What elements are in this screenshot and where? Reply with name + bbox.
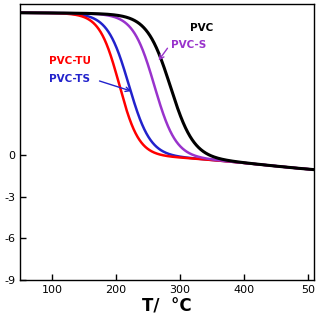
Text: PVC-TS: PVC-TS	[49, 75, 90, 84]
Text: PVC: PVC	[189, 23, 213, 33]
Text: PVC-TU: PVC-TU	[49, 56, 91, 66]
Text: PVC-S: PVC-S	[171, 40, 206, 50]
X-axis label: T/  °C: T/ °C	[142, 298, 192, 316]
